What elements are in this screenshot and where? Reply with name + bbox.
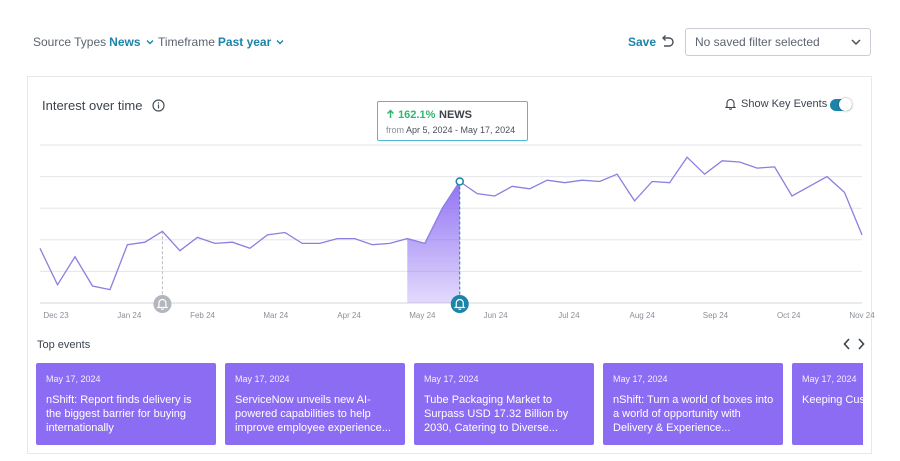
chevron-down-icon (276, 40, 284, 45)
toggle-knob (839, 98, 852, 111)
events-carousel: May 17, 2024 nShift: Report finds delive… (36, 363, 863, 445)
chart-title: Interest over time (42, 98, 143, 113)
timeframe-label: Timeframe (158, 35, 215, 49)
chevron-left-icon[interactable] (842, 337, 852, 351)
event-date: May 17, 2024 (424, 374, 479, 384)
x-tick-label: May 24 (409, 311, 436, 320)
event-card[interactable]: May 17, 2024 nShift: Turn a world of box… (603, 363, 783, 445)
key-events-control: Show Key Events (725, 98, 827, 110)
x-tick-label: Aug 24 (630, 311, 656, 320)
top-events-heading: Top events (37, 339, 91, 351)
event-card[interactable]: May 17, 2024 ServiceNow unveils new AI-p… (225, 363, 405, 445)
series-line-news (39, 156, 863, 291)
x-tick-label: Dec 23 (43, 311, 69, 320)
event-title: nShift: Report finds delivery is the big… (46, 394, 192, 434)
tooltip-series: NEWS (439, 109, 472, 121)
source-types-filter[interactable]: Source Types News (33, 35, 154, 49)
x-tick-label: Feb 24 (190, 311, 215, 320)
event-date: May 17, 2024 (46, 374, 101, 384)
bell-icon (725, 98, 736, 110)
event-title: Tube Packaging Market to Surpass USD 17.… (424, 394, 569, 434)
event-title: nShift: Turn a world of boxes into a wor… (613, 394, 774, 434)
x-tick-label: Apr 24 (337, 311, 361, 320)
tooltip-range-value: Apr 5, 2024 - May 17, 2024 (406, 125, 516, 135)
x-tick-label: Nov 24 (849, 311, 875, 320)
key-events-toggle[interactable] (830, 98, 852, 111)
event-card[interactable]: May 17, 2024 nShift: Report finds delive… (36, 363, 216, 445)
tooltip-range: from Apr 5, 2024 - May 17, 2024 (386, 125, 515, 135)
info-icon[interactable] (152, 99, 165, 112)
chart-tooltip: 162.1% NEWS from Apr 5, 2024 - May 17, 2… (377, 101, 528, 141)
tooltip-change: 162.1% (386, 109, 435, 121)
chevron-down-icon (146, 40, 154, 45)
event-title: Keeping Customer Se... (802, 394, 863, 406)
x-tick-label: Jul 24 (558, 311, 580, 320)
key-event-bell-icon (153, 295, 172, 313)
x-tick-label: Mar 24 (263, 311, 288, 320)
x-tick-label: Oct 24 (777, 311, 801, 320)
event-date: May 17, 2024 (802, 374, 857, 384)
event-title: ServiceNow unveils new AI-powered capabi… (235, 394, 391, 434)
saved-filter-select[interactable]: No saved filter selected (685, 28, 871, 56)
event-date: May 17, 2024 (235, 374, 290, 384)
x-tick-label: Jun 24 (484, 311, 509, 320)
highlight-point (455, 177, 464, 186)
x-tick-label: Sep 24 (703, 311, 729, 320)
tooltip-from-label: from (386, 125, 404, 135)
chevron-right-icon[interactable] (856, 337, 866, 351)
undo-icon[interactable] (659, 33, 675, 49)
saved-filter-value: No saved filter selected (695, 35, 820, 49)
arrow-up-icon (386, 109, 395, 118)
event-card[interactable]: May 17, 2024 Tube Packaging Market to Su… (414, 363, 594, 445)
tooltip-change-value: 162.1% (398, 109, 436, 121)
source-types-value: News (109, 35, 141, 49)
key-event-bell-icon (450, 295, 469, 313)
event-card[interactable]: May 17, 2024 Keeping Customer Se... (792, 363, 863, 445)
timeframe-value: Past year (217, 35, 272, 49)
save-button[interactable]: Save (628, 35, 657, 49)
chevron-down-icon (851, 39, 861, 46)
key-events-label: Show Key Events (741, 98, 828, 110)
timeframe-filter[interactable]: Timeframe Past year (158, 35, 284, 49)
x-tick-label: Jan 24 (117, 311, 142, 320)
source-types-label: Source Types (33, 35, 107, 49)
highlight-area (407, 181, 460, 303)
event-date: May 17, 2024 (613, 374, 668, 384)
